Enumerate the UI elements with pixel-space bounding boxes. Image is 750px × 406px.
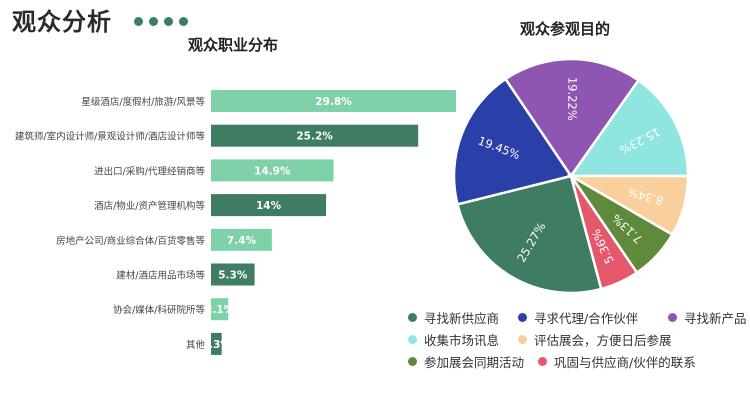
category-label: 协会/媒体/科研院所等	[113, 304, 205, 316]
bar	[211, 124, 419, 147]
legend-label: 寻找新供应商	[424, 311, 500, 326]
category-label: 建筑师/室内设计师/景观设计师/酒店设计师等	[15, 131, 206, 143]
legend-label: 巩固与供应商/伙伴的联系	[554, 355, 696, 370]
legend-swatch	[668, 313, 677, 322]
data-label: 29.8%	[315, 96, 352, 108]
bar	[211, 194, 327, 217]
data-label: 5.3%	[218, 270, 248, 282]
pie-data-label: 19.22%	[565, 77, 579, 121]
pie-slice	[455, 174, 603, 295]
legend-item: 寻找新供应商	[408, 308, 499, 327]
legend-item: 收集市场讯息	[408, 330, 499, 349]
legend-item: 参加展会同期活动	[408, 352, 524, 371]
data-label: 7.4%	[227, 235, 257, 247]
category-label: 进出口/采购/代理经销商等	[94, 165, 205, 177]
legend-swatch	[408, 335, 417, 344]
legend-swatch	[538, 357, 547, 366]
legend-label: 收集市场讯息	[424, 333, 500, 348]
legend-label: 寻求代理/合作伙伴	[534, 311, 639, 326]
legend-label: 评估展会，方便日后参展	[534, 333, 672, 348]
legend-item: 寻找新产品	[668, 308, 747, 327]
pie-chart-title: 观众参观目的	[520, 20, 611, 38]
data-label: 25.2%	[296, 131, 333, 143]
bar	[211, 332, 222, 355]
data-label: 2.1%	[205, 304, 235, 316]
bar	[211, 263, 255, 286]
page-header: 观众分析	[12, 2, 188, 37]
data-label: 14.9%	[254, 165, 291, 177]
legend-item: 评估展会，方便日后参展	[518, 330, 672, 349]
legend-item: 寻求代理/合作伙伴	[518, 308, 638, 327]
category-label: 建材/酒店用品市场等	[116, 270, 205, 282]
dot-icon	[149, 17, 158, 26]
category-label: 星级酒店/度假村/旅游/风景等	[81, 96, 205, 108]
category-label: 其他	[186, 339, 206, 351]
legend-swatch	[518, 335, 527, 344]
data-label: 14%	[256, 200, 282, 212]
category-label: 房地产公司/商业综合体/百货零售等	[56, 235, 205, 247]
bar	[211, 90, 456, 112]
bar	[211, 298, 229, 321]
legend-swatch	[408, 313, 417, 322]
legend-item: 巩固与供应商/伙伴的联系	[538, 352, 696, 371]
legend-label: 寻找新产品	[684, 311, 747, 326]
dot-icon	[164, 17, 173, 26]
data-label: 1.3%	[202, 339, 232, 351]
page-title: 观众分析	[12, 8, 112, 36]
pie-slice	[503, 57, 641, 179]
pie-slice	[568, 78, 690, 178]
legend-swatch	[408, 357, 417, 366]
bar-chart-title: 观众职业分布	[188, 36, 279, 54]
legend-swatch	[518, 313, 527, 322]
bar	[211, 159, 334, 182]
category-label: 酒店/物业/资产管理机构等	[94, 200, 205, 212]
pie-slice	[569, 175, 639, 291]
decorative-dots	[134, 17, 188, 26]
dot-icon	[179, 17, 188, 26]
dot-icon	[134, 17, 143, 26]
bar	[211, 228, 272, 251]
legend-label: 参加展会同期活动	[424, 355, 525, 370]
pie-slice	[452, 77, 574, 206]
